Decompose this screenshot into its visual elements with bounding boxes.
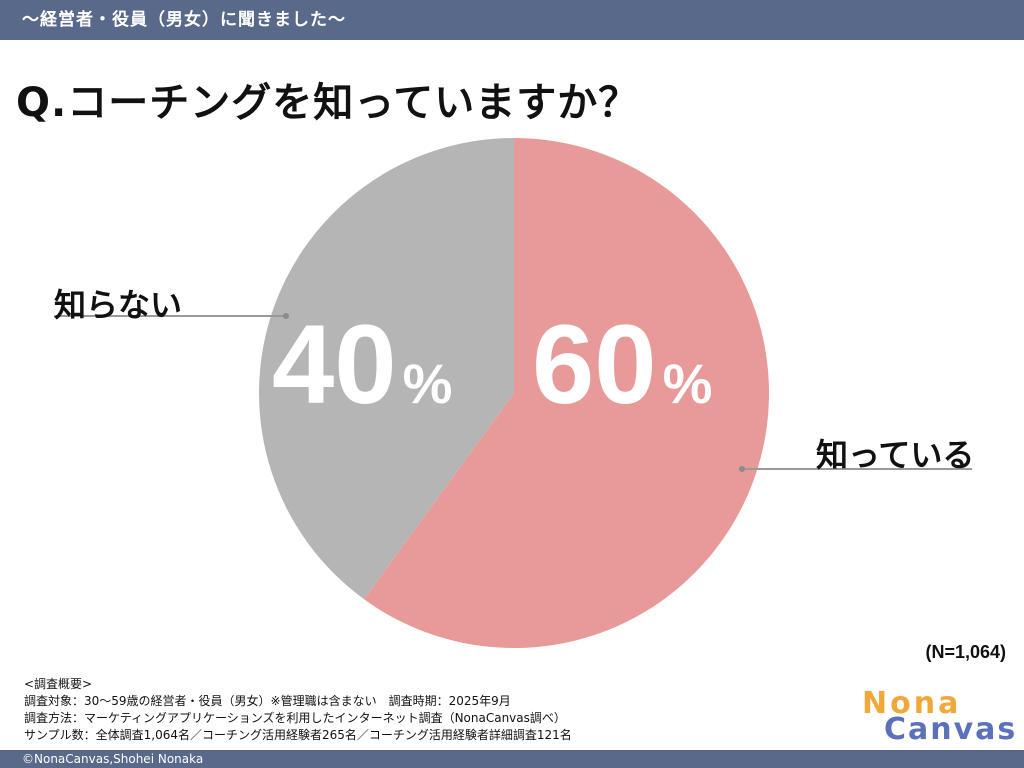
percent-label-known: 60% xyxy=(532,300,712,429)
percent-symbol-unknown: % xyxy=(402,352,453,415)
percent-value-known: 60 xyxy=(532,302,657,427)
pie-slice-known xyxy=(364,138,770,648)
percent-symbol-known: % xyxy=(662,352,713,415)
survey-line-target: 調査対象：30〜59歳の経営者・役員（男女）※管理職は含まない 調査時期：202… xyxy=(24,694,511,708)
leader-line-known-dot xyxy=(739,466,745,472)
slice-label-known: 知っている xyxy=(816,436,975,474)
survey-line-sample: サンプル数：全体調査1,064名／コーチング活用経験者265名／コーチング活用経… xyxy=(24,728,572,742)
pie-slice-unknown xyxy=(259,138,514,600)
logo-line1: Nona xyxy=(862,686,962,721)
leader-line-unknown-dot xyxy=(283,313,289,319)
survey-line-method: 調査方法：マーケティングアプリケーションズを利用したインターネット調査（Nona… xyxy=(24,711,566,725)
footer-copyright: ©NonaCanvas,Shohei Nonaka xyxy=(0,750,1024,768)
logo-line2: Canvas xyxy=(884,712,1018,747)
percent-value-unknown: 40 xyxy=(272,302,397,427)
percent-label-unknown: 40% xyxy=(272,300,452,429)
slice-label-unknown: 知らない xyxy=(54,286,183,324)
top-banner: 〜経営者・役員（男女）に聞きました〜 xyxy=(0,0,1024,40)
survey-summary: <調査概要> 調査対象：30〜59歳の経営者・役員（男女）※管理職は含まない 調… xyxy=(24,676,572,744)
question-title: Q.コーチングを知っていますか？ xyxy=(16,80,640,126)
sample-size-label: (N=1,064) xyxy=(925,642,1006,662)
survey-heading: <調査概要> xyxy=(24,677,93,691)
nonacanvas-logo: Nona Canvas xyxy=(862,686,1015,747)
